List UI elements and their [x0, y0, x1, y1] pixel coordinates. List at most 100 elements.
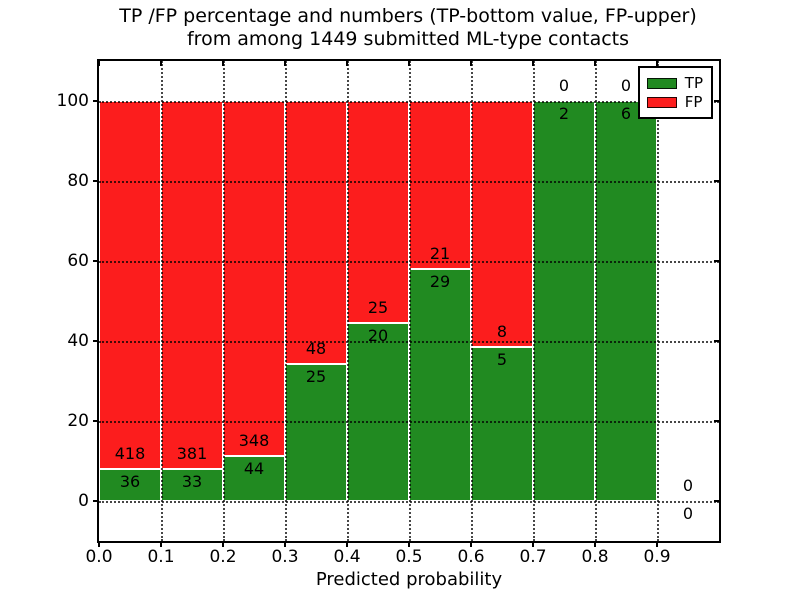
gridline-x	[161, 61, 163, 541]
tp-bar-segment	[161, 469, 223, 501]
gridline-y	[99, 181, 719, 183]
x-tick-mark-top	[532, 61, 534, 66]
x-tick-mark	[346, 541, 348, 547]
y-tick-mark	[93, 420, 99, 422]
x-tick-label: 0.1	[147, 547, 175, 567]
x-tick-label: 0.5	[395, 547, 423, 567]
legend-label-fp: FP	[684, 93, 703, 111]
fp-bar-segment	[285, 101, 347, 364]
tp-count-label: 0	[682, 504, 694, 523]
y-tick-mark	[93, 500, 99, 502]
tp-bar-segment	[595, 101, 657, 501]
y-tick-label: 0	[78, 491, 89, 511]
x-tick-mark	[532, 541, 534, 547]
tp-count-label: 20	[367, 326, 389, 346]
y-tick-mark-right	[714, 100, 719, 102]
chart-title-line1: TP /FP percentage and numbers (TP-bottom…	[119, 5, 697, 27]
x-tick-label: 0.3	[271, 547, 299, 567]
chart-title: TP /FP percentage and numbers (TP-bottom…	[88, 5, 728, 51]
gridline-x	[595, 61, 597, 541]
tp-count-label: 25	[305, 367, 327, 386]
x-tick-label: 0.4	[333, 547, 361, 567]
y-tick-label: 100	[56, 91, 89, 111]
gridline-x	[347, 61, 349, 541]
fp-count-label: 348	[238, 431, 270, 451]
tp-bar-segment	[409, 269, 471, 501]
y-tick-mark	[93, 340, 99, 342]
gridline-y	[99, 261, 719, 263]
gridline-x	[657, 61, 659, 541]
tp-count-label: 36	[119, 472, 141, 492]
y-tick-mark-right	[714, 340, 719, 342]
gridline-x	[409, 61, 411, 541]
x-tick-mark-top	[160, 61, 162, 66]
fp-count-label: 48	[305, 339, 327, 358]
legend-entry-fp: FP	[646, 93, 703, 111]
x-tick-mark	[284, 541, 286, 547]
tp-bar-segment	[471, 347, 533, 501]
x-tick-mark	[470, 541, 472, 547]
fp-count-label: 381	[176, 444, 208, 464]
fp-count-label: 0	[682, 476, 694, 495]
tp-bar-segment	[533, 101, 595, 501]
x-tick-mark-top	[98, 61, 100, 66]
x-tick-mark-top	[408, 61, 410, 66]
y-tick-mark-right	[714, 500, 719, 502]
gridline-x	[223, 61, 225, 541]
y-tick-mark-right	[714, 260, 719, 262]
y-tick-mark	[93, 180, 99, 182]
fp-count-label: 25	[367, 298, 389, 318]
tp-count-label: 6	[620, 104, 632, 123]
fp-bar-segment	[161, 101, 223, 470]
y-tick-label: 60	[67, 251, 89, 271]
x-tick-mark-top	[594, 61, 596, 66]
fp-count-label: 0	[558, 76, 570, 95]
x-tick-label: 0.8	[581, 547, 609, 567]
fp-bar-segment	[347, 101, 409, 324]
legend-label-tp: TP	[684, 74, 703, 92]
gridline-x	[285, 61, 287, 541]
gridline-x	[471, 61, 473, 541]
gridline-y	[99, 101, 719, 103]
tp-bar-segment	[347, 323, 409, 501]
legend-entry-tp: TP	[646, 74, 703, 92]
legend: TP FP	[637, 66, 713, 119]
tp-bar-segment	[99, 469, 161, 501]
x-tick-mark	[656, 541, 658, 547]
fp-bar-segment	[223, 101, 285, 457]
gridline-y	[99, 421, 719, 423]
x-tick-mark-top	[470, 61, 472, 66]
x-tick-mark-top	[284, 61, 286, 66]
fp-bar-segment	[99, 101, 161, 470]
y-tick-label: 80	[67, 171, 89, 191]
fp-bar-segment	[471, 101, 533, 348]
chart-title-line2: from among 1449 submitted ML-type contac…	[186, 28, 630, 50]
gridline-y	[99, 341, 719, 343]
tp-bar-segment	[285, 364, 347, 501]
fp-count-label: 8	[496, 322, 508, 342]
tp-count-label: 44	[243, 459, 265, 479]
x-tick-mark	[98, 541, 100, 547]
x-tick-mark	[160, 541, 162, 547]
tp-count-label: 29	[429, 272, 451, 291]
y-tick-mark-right	[714, 420, 719, 422]
x-tick-label: 0.7	[519, 547, 547, 567]
x-tick-mark	[408, 541, 410, 547]
x-tick-mark-top	[222, 61, 224, 66]
tp-swatch-icon	[646, 77, 677, 89]
y-tick-mark-right	[714, 180, 719, 182]
fp-count-label: 418	[114, 444, 146, 464]
x-tick-mark-top	[656, 61, 658, 66]
tp-count-label: 33	[181, 472, 203, 492]
tp-count-label: 2	[558, 104, 570, 123]
x-tick-mark	[222, 541, 224, 547]
x-tick-label: 0.6	[457, 547, 485, 567]
gridline-y	[99, 501, 719, 503]
x-tick-label: 0.2	[209, 547, 237, 567]
fp-count-label: 21	[429, 244, 451, 263]
gridline-x	[533, 61, 535, 541]
fp-count-label: 0	[620, 76, 632, 95]
x-axis-label: Predicted probability	[315, 569, 503, 590]
x-tick-mark-top	[346, 61, 348, 66]
